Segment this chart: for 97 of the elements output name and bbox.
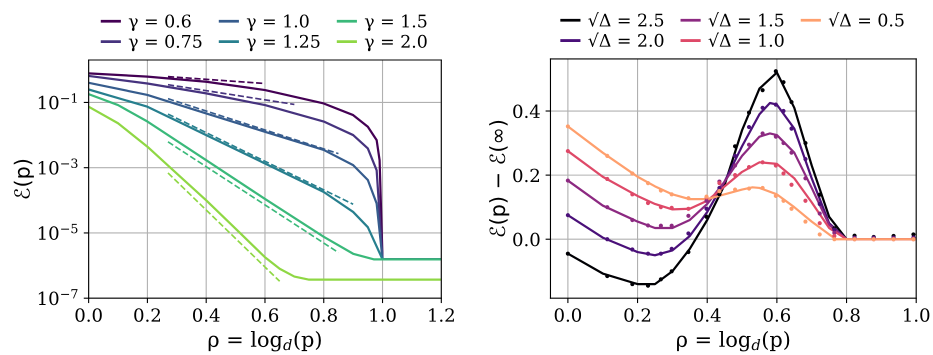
x-tick-label: 0.2 — [624, 308, 650, 322]
point — [732, 163, 738, 168]
point — [789, 182, 794, 187]
point — [566, 252, 570, 256]
point — [789, 150, 794, 155]
legend-label: √Δ = 2.5 — [588, 12, 664, 27]
point — [818, 232, 822, 236]
legend-label: γ = 1.25 — [246, 34, 320, 52]
point — [646, 223, 650, 228]
point — [566, 148, 570, 154]
point — [566, 178, 570, 183]
point — [832, 237, 836, 242]
point — [803, 198, 808, 203]
x-tick-label: 1.0 — [904, 308, 930, 322]
point — [732, 173, 738, 178]
y-tick-label: 0.2 — [513, 168, 539, 182]
y-tick-label: 0.4 — [513, 104, 540, 118]
point — [686, 214, 690, 218]
point — [760, 106, 765, 110]
point — [781, 171, 786, 176]
point — [760, 88, 765, 92]
point — [760, 160, 765, 164]
x-tick-label: 0.2 — [134, 308, 160, 322]
legend-label: γ = 1.0 — [246, 14, 309, 31]
legend-label: γ = 0.75 — [128, 34, 202, 52]
legend-label: γ = 1.5 — [364, 14, 426, 31]
x-axis-title: ρ = log$_{d}$(p) — [677, 330, 790, 352]
point — [686, 196, 690, 200]
point — [630, 192, 634, 196]
point — [781, 140, 786, 146]
point — [630, 218, 634, 222]
legend-label: √Δ = 1.0 — [708, 32, 784, 47]
point — [704, 206, 709, 211]
point — [774, 102, 778, 107]
point — [566, 124, 570, 128]
point — [658, 277, 663, 282]
point — [789, 100, 794, 104]
point — [818, 221, 822, 226]
point — [818, 212, 822, 216]
y-axis-title: ℰ(p) − ℰ(∞) — [489, 120, 510, 236]
x-tick-label: 0.4 — [193, 308, 220, 322]
point — [605, 205, 610, 210]
point — [670, 192, 674, 196]
point — [658, 252, 663, 256]
point — [803, 157, 808, 162]
point — [686, 206, 690, 211]
y-tick-label: 10$^{−3}$ — [38, 158, 78, 175]
y-tick-label: 10$^{−7}$ — [38, 289, 78, 306]
point — [605, 176, 610, 182]
x-tick-label: 0.6 — [764, 308, 790, 322]
point — [605, 154, 610, 158]
point — [774, 69, 778, 74]
y-tick-label: 10$^{−5}$ — [38, 224, 78, 240]
point — [630, 171, 634, 176]
legend-label: √Δ = 1.5 — [708, 12, 784, 27]
point — [717, 189, 722, 194]
line-series — [88, 106, 442, 281]
point — [686, 231, 690, 236]
point — [789, 126, 794, 131]
y-tick-label: 10$^{−1}$ — [38, 93, 77, 110]
y-tick-label: 0.0 — [513, 232, 540, 246]
point — [630, 247, 634, 252]
x-tick-label: 1.2 — [429, 308, 454, 322]
point — [746, 186, 752, 191]
point — [760, 186, 765, 190]
point — [746, 142, 752, 147]
x-tick-label: 0.6 — [252, 308, 278, 322]
point — [566, 213, 570, 218]
x-tick-label: 0.8 — [833, 308, 860, 322]
x-tick-label: 0.0 — [75, 308, 102, 322]
x-tick-label: 0.4 — [694, 308, 721, 322]
y-axis-title: ℰ(p) — [14, 160, 34, 198]
legend-label: √Δ = 2.0 — [588, 32, 664, 47]
point — [605, 237, 610, 242]
point — [781, 108, 786, 114]
x-tick-label: 0.0 — [554, 308, 582, 322]
point — [818, 202, 822, 206]
x-tick-label: 1.0 — [370, 308, 396, 322]
point — [732, 154, 738, 158]
legend-label: γ = 0.6 — [128, 14, 191, 31]
point — [646, 200, 650, 206]
x-axis-title: ρ = log$_{d}$(p) — [208, 330, 321, 352]
point — [746, 165, 752, 170]
legend-label: γ = 2.0 — [364, 34, 427, 52]
point — [670, 269, 674, 274]
point — [605, 274, 610, 278]
point — [704, 214, 709, 219]
point — [746, 124, 752, 130]
point — [646, 181, 650, 186]
point — [803, 140, 808, 146]
point — [686, 250, 690, 254]
legend-label: √Δ = 0.5 — [828, 12, 904, 27]
point — [646, 252, 650, 256]
point — [803, 220, 808, 224]
point — [746, 110, 752, 115]
point — [789, 206, 794, 211]
x-tick-label: 0.8 — [310, 308, 337, 322]
